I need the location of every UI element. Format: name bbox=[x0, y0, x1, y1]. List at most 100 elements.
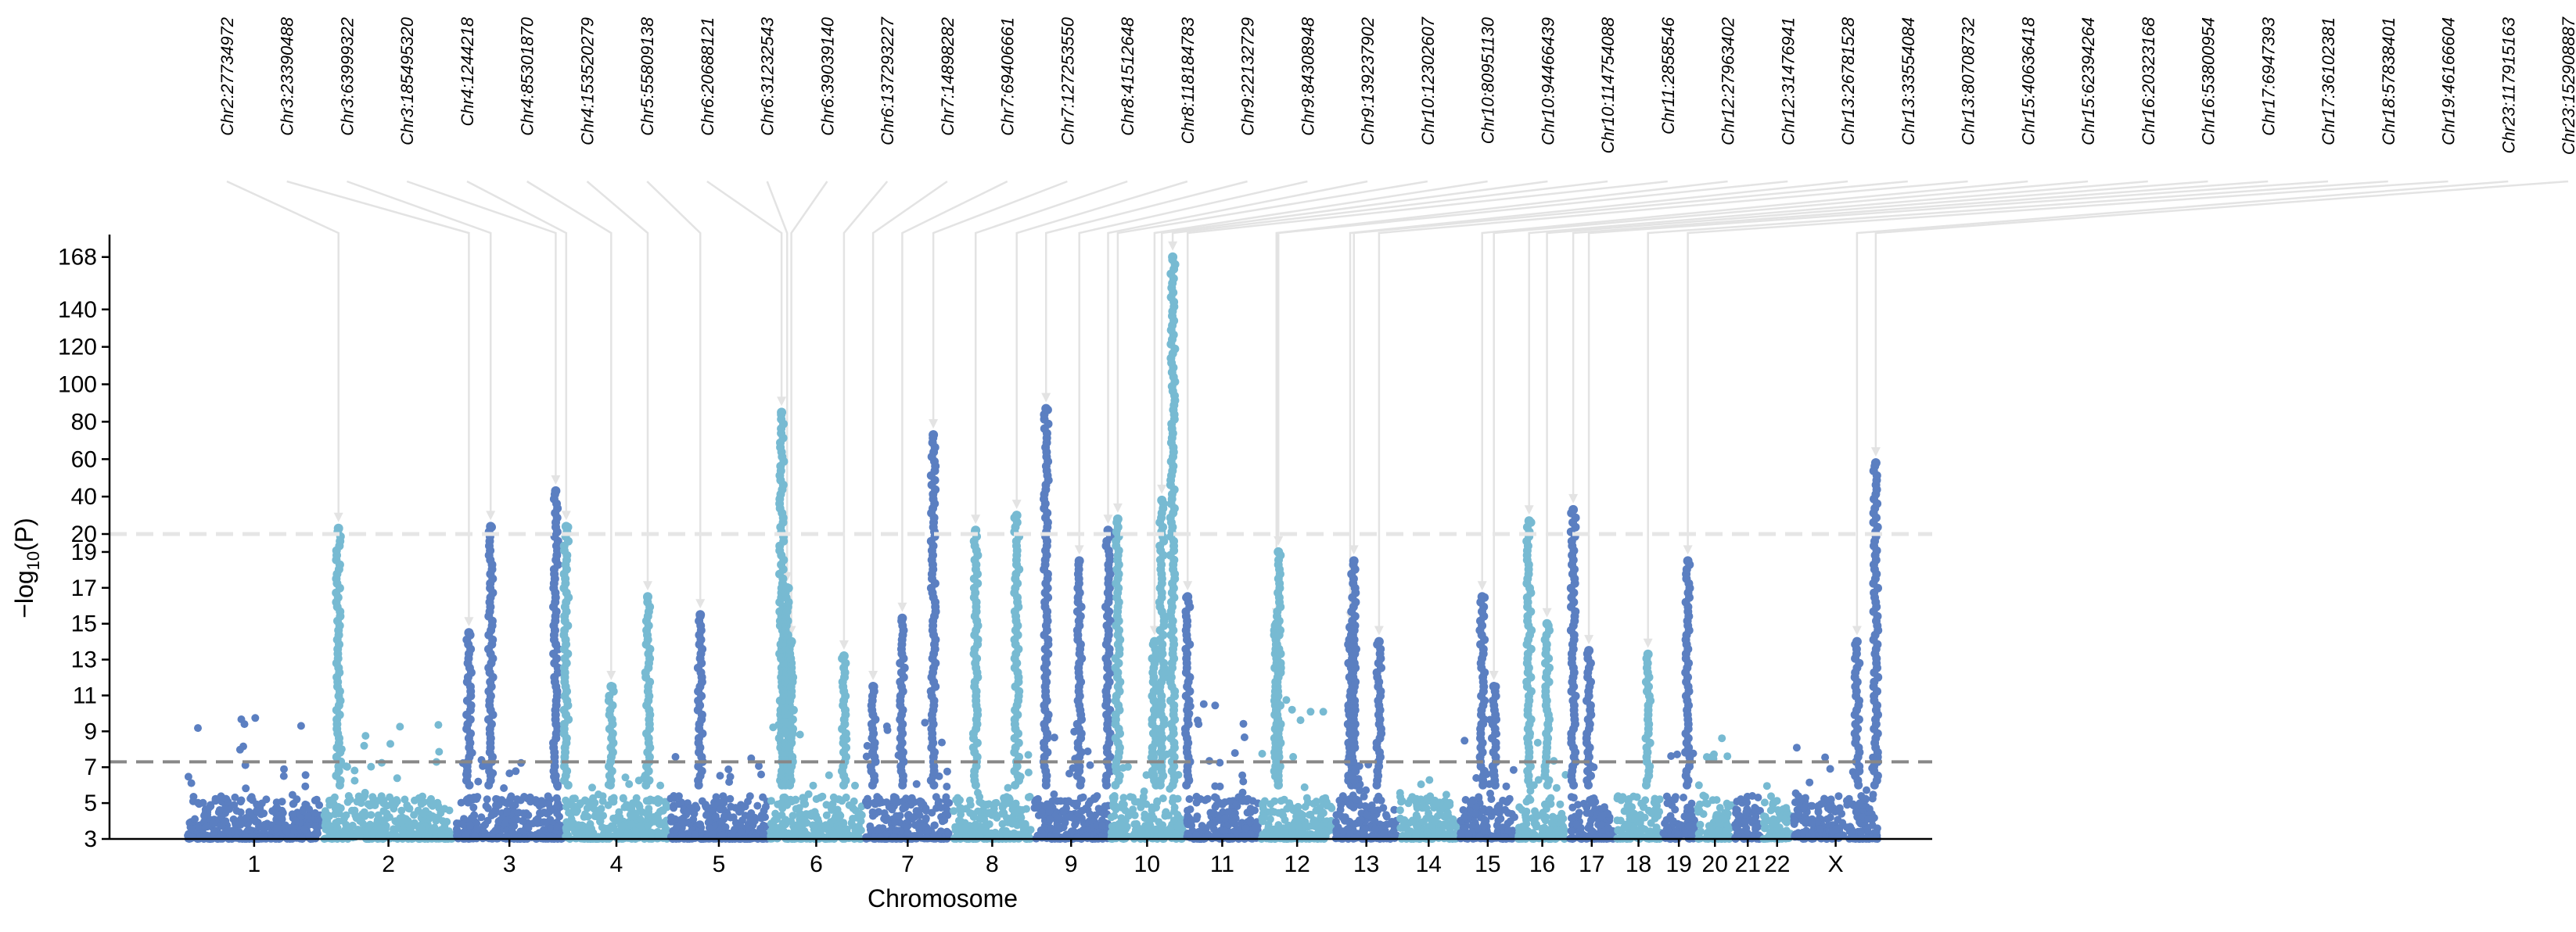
snp-point bbox=[1306, 708, 1315, 716]
snp-point bbox=[1834, 816, 1842, 824]
snp-point bbox=[1201, 796, 1209, 805]
chromosome-points-X bbox=[1790, 744, 1881, 843]
peak-arrowhead bbox=[333, 512, 343, 522]
snp-point bbox=[1697, 827, 1705, 836]
snp-point bbox=[951, 833, 960, 842]
snp-point bbox=[724, 765, 733, 773]
peak-connector bbox=[406, 180, 557, 479]
peak-connector bbox=[1078, 180, 1308, 549]
snp-point bbox=[1673, 750, 1681, 758]
snp-point bbox=[1852, 808, 1861, 816]
snp-point bbox=[1288, 803, 1296, 812]
snp-point bbox=[1311, 819, 1320, 827]
peak-label: Chr6:31232543 bbox=[758, 16, 778, 135]
snp-point bbox=[1292, 816, 1301, 825]
peak-connector bbox=[226, 180, 340, 516]
snp-point bbox=[350, 766, 359, 775]
snp-point bbox=[1556, 800, 1565, 808]
snp-point bbox=[1583, 803, 1591, 812]
snp-point bbox=[1869, 790, 1877, 799]
peak-connector bbox=[871, 180, 948, 674]
snp-point bbox=[203, 831, 211, 840]
snp-point bbox=[1522, 816, 1530, 824]
snp-point bbox=[1086, 761, 1094, 769]
snp-point bbox=[1266, 815, 1274, 823]
snp-point bbox=[1149, 814, 1158, 823]
snp-point bbox=[942, 793, 950, 801]
snp-point bbox=[410, 811, 419, 819]
peak-label: Chr4:85301870 bbox=[518, 16, 537, 135]
snp-point bbox=[726, 772, 735, 781]
snp-point bbox=[1864, 815, 1872, 823]
peak-connector bbox=[842, 181, 889, 643]
snp-point bbox=[977, 826, 986, 835]
snp-point bbox=[1060, 807, 1068, 816]
snp-point bbox=[1734, 818, 1741, 826]
snp-point bbox=[1790, 816, 1798, 825]
snp-point bbox=[434, 721, 443, 729]
snp-point bbox=[1694, 781, 1703, 790]
peak-arrowhead bbox=[929, 419, 939, 429]
snp-point bbox=[571, 807, 580, 816]
snp-point bbox=[272, 824, 281, 833]
peak-connector bbox=[1587, 180, 2329, 639]
snp-point bbox=[1002, 830, 1011, 839]
peak-arrowhead bbox=[1183, 581, 1193, 591]
snp-point bbox=[943, 783, 951, 790]
chromosome-points-12 bbox=[1257, 696, 1336, 843]
snp-point bbox=[1050, 733, 1058, 742]
peak-label: Chr17:6947393 bbox=[2258, 16, 2278, 135]
snp-point bbox=[717, 798, 725, 807]
peak-arrowhead bbox=[1852, 626, 1862, 636]
snp-point bbox=[1814, 801, 1823, 810]
peak-arrowhead bbox=[868, 671, 878, 680]
snp-point bbox=[1321, 794, 1330, 802]
snp-point bbox=[774, 800, 782, 808]
snp-point bbox=[1098, 821, 1106, 830]
snp-point bbox=[1699, 810, 1708, 819]
snp-point bbox=[1025, 833, 1033, 842]
snp-point bbox=[727, 802, 735, 811]
peak-arrowhead bbox=[1041, 393, 1051, 403]
peak-label: Chr7:69406661 bbox=[998, 17, 1018, 136]
snp-point bbox=[1101, 802, 1109, 811]
snp-point bbox=[1731, 833, 1740, 842]
snp-point bbox=[1479, 805, 1488, 813]
snp-point bbox=[1533, 738, 1542, 747]
snp-point bbox=[393, 774, 401, 783]
snp-point bbox=[1614, 826, 1622, 835]
snp-point bbox=[562, 802, 570, 811]
snp-point bbox=[670, 792, 678, 800]
chromosome-points-16 bbox=[1514, 732, 1570, 843]
snp-point bbox=[1569, 794, 1578, 802]
snp-point bbox=[857, 826, 865, 834]
snp-point bbox=[1304, 798, 1312, 807]
snp-point bbox=[474, 777, 483, 786]
snp-point bbox=[1298, 827, 1306, 836]
snp-point bbox=[457, 798, 465, 807]
peak-tower-3 bbox=[549, 486, 562, 790]
snp-point bbox=[1280, 795, 1288, 804]
snp-point bbox=[1109, 802, 1118, 811]
snp-point bbox=[397, 819, 405, 827]
snp-point bbox=[769, 723, 778, 732]
snp-point bbox=[737, 828, 745, 837]
peak-connector bbox=[1275, 180, 1728, 611]
snp-point bbox=[1302, 821, 1310, 829]
snp-point bbox=[1426, 792, 1435, 801]
snp-point bbox=[810, 823, 819, 831]
snp-point bbox=[232, 819, 240, 828]
snp-point bbox=[1221, 814, 1230, 823]
snp-point bbox=[1870, 814, 1878, 822]
snp-point bbox=[1450, 832, 1459, 840]
peak-label: Chr9:139237902 bbox=[1358, 17, 1378, 145]
snp-point bbox=[245, 825, 253, 833]
snp-point bbox=[1022, 805, 1030, 813]
snp-point bbox=[1522, 807, 1531, 816]
snp-point bbox=[396, 722, 404, 731]
peak-label: Chr16:53800954 bbox=[2199, 17, 2219, 145]
snp-point bbox=[1371, 825, 1380, 833]
snp-point bbox=[891, 819, 899, 827]
snp-point bbox=[1808, 801, 1816, 810]
peak-arrowhead bbox=[1870, 447, 1881, 457]
